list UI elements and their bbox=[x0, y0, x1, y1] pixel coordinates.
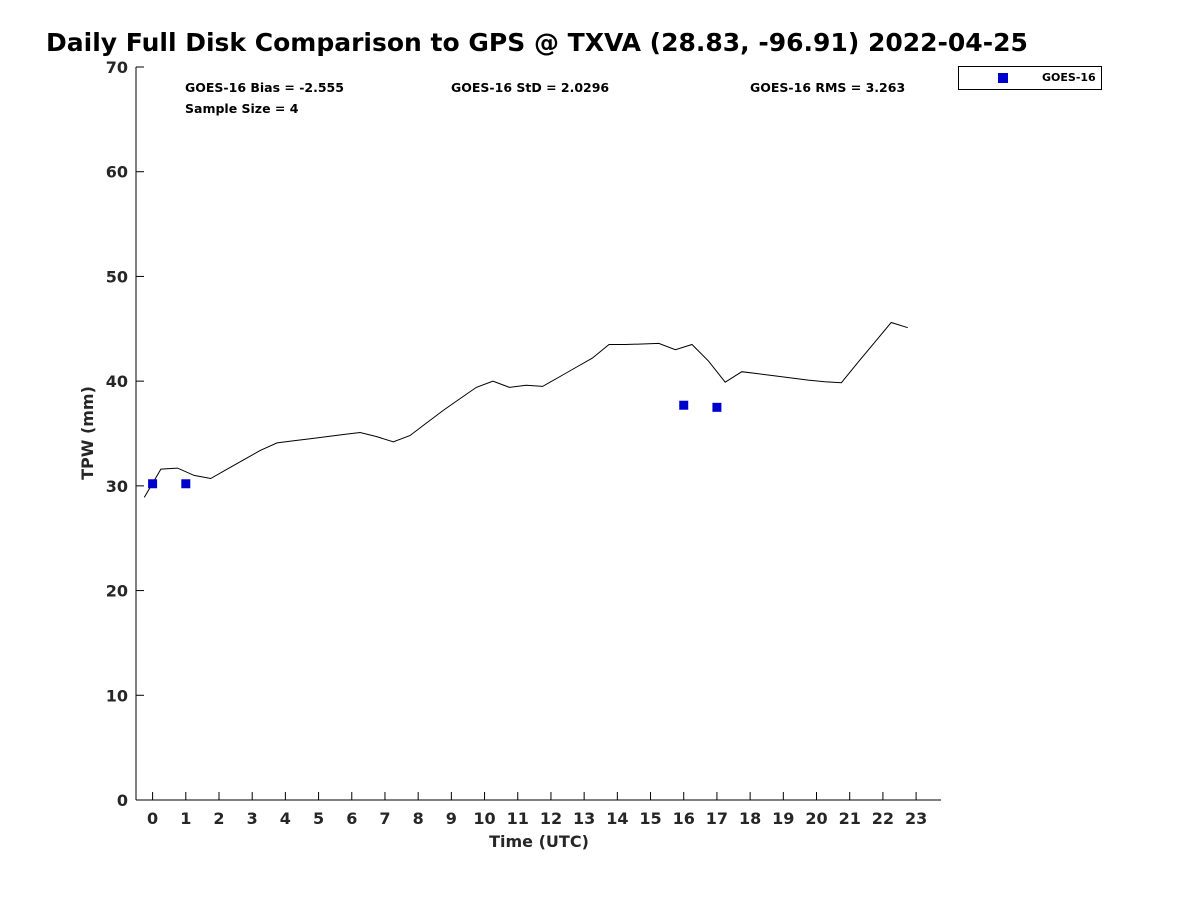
y-tick-label: 60 bbox=[106, 163, 128, 182]
y-tick-label: 70 bbox=[106, 58, 128, 77]
x-tick-label: 10 bbox=[473, 809, 495, 828]
chart-title: Daily Full Disk Comparison to GPS @ TXVA… bbox=[46, 28, 1028, 57]
legend-box bbox=[958, 66, 1102, 90]
goes16-point bbox=[679, 400, 689, 410]
x-tick-label: 4 bbox=[280, 809, 291, 828]
x-tick-label: 14 bbox=[606, 809, 628, 828]
legend-label-goes16: GOES-16 bbox=[1042, 71, 1096, 84]
x-tick-label: 3 bbox=[247, 809, 258, 828]
gps-tpw-line bbox=[143, 321, 908, 498]
x-tick-label: 22 bbox=[872, 809, 894, 828]
y-tick-label: 40 bbox=[106, 372, 128, 391]
x-tick-label: 18 bbox=[739, 809, 761, 828]
x-tick-label: 0 bbox=[147, 809, 158, 828]
x-tick-label: 13 bbox=[573, 809, 595, 828]
x-tick-label: 21 bbox=[839, 809, 861, 828]
x-tick-label: 16 bbox=[673, 809, 695, 828]
goes16-point bbox=[181, 479, 191, 489]
y-tick-label: 10 bbox=[106, 686, 128, 705]
x-tick-label: 9 bbox=[446, 809, 457, 828]
x-tick-label: 6 bbox=[346, 809, 357, 828]
legend: GOES-16 bbox=[958, 66, 1102, 90]
y-tick-label: 30 bbox=[106, 477, 128, 496]
x-tick-label: 19 bbox=[772, 809, 794, 828]
x-tick-label: 11 bbox=[507, 809, 529, 828]
goes16-point bbox=[148, 479, 158, 489]
x-tick-label: 7 bbox=[379, 809, 390, 828]
x-tick-label: 17 bbox=[706, 809, 728, 828]
x-tick-label: 2 bbox=[213, 809, 224, 828]
x-tick-label: 8 bbox=[413, 809, 424, 828]
x-tick-label: 1 bbox=[180, 809, 191, 828]
y-tick-label: 0 bbox=[117, 791, 128, 810]
std-stat: GOES-16 StD = 2.0296 bbox=[451, 80, 609, 95]
x-tick-label: 15 bbox=[639, 809, 661, 828]
series-layer bbox=[143, 321, 908, 498]
x-tick-label: 20 bbox=[805, 809, 827, 828]
x-tick-label: 12 bbox=[540, 809, 562, 828]
rms-stat: GOES-16 RMS = 3.263 bbox=[750, 80, 905, 95]
y-tick-label: 50 bbox=[106, 267, 128, 286]
sample-size-stat: Sample Size = 4 bbox=[185, 101, 299, 116]
bias-stat: GOES-16 Bias = -2.555 bbox=[185, 80, 344, 95]
y-tick-label: 20 bbox=[106, 582, 128, 601]
goes16-point bbox=[712, 402, 722, 412]
x-tick-label: 5 bbox=[313, 809, 324, 828]
x-tick-label: 23 bbox=[905, 809, 927, 828]
x-axis-label: Time (UTC) bbox=[489, 832, 589, 851]
y-axis-label: TPW (mm) bbox=[78, 386, 97, 480]
legend-marker-goes16 bbox=[998, 73, 1008, 83]
